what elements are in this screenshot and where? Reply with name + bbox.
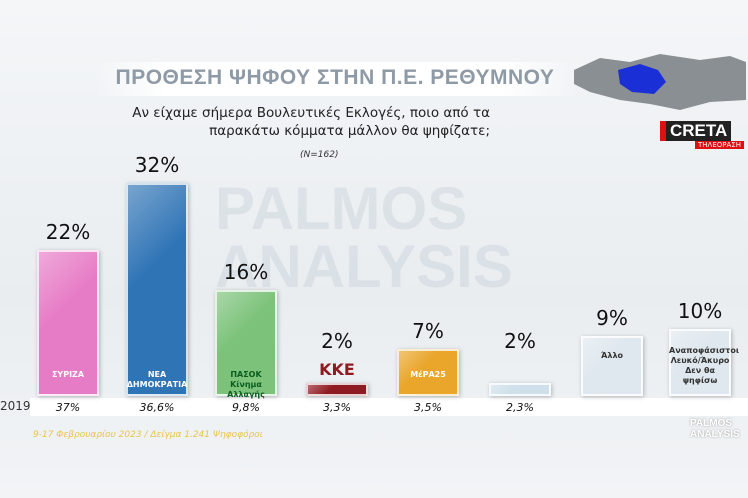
footnote: 9-17 Φεβρουαρίου 2023 / Δείγμα 1.241 Ψηφ… — [33, 430, 263, 440]
previous-value: 3,3% — [323, 401, 351, 414]
bar — [37, 249, 99, 396]
chart-title: ΠΡΟΘΕΣΗ ΨΗΦΟΥ ΣΤΗΝ Π.Ε. ΡΕΘΥΜΝΟΥ — [115, 66, 555, 89]
category-label: ΠΑΣΟΚ Κίνημα Αλλαγής — [227, 370, 265, 399]
channel-logo: CRETA — [660, 121, 732, 141]
bar — [397, 349, 459, 396]
sample-note: (Ν=162) — [300, 150, 339, 160]
value-label: 16% — [223, 259, 269, 284]
map — [574, 54, 746, 110]
bar — [126, 183, 188, 396]
bar — [489, 382, 551, 396]
previous-value: 2,3% — [506, 401, 534, 414]
bar — [669, 329, 731, 396]
bar — [581, 336, 643, 396]
watermark: PALMOS ANALYSIS — [215, 175, 513, 300]
value-label: 7% — [412, 319, 444, 344]
previous-year: 2019 — [0, 399, 31, 413]
previous-value: 9,8% — [232, 401, 260, 414]
subtitle: Αν είχαμε σήμερα Βουλευτικές Εκλογές, πο… — [132, 105, 490, 139]
category-label: ΚΚΕ — [319, 359, 355, 379]
category-label: ΝΕΑ ΔΗΜΟΚΡΑΤΙΑ — [126, 370, 188, 389]
category-label: Αναποφάσιστοι Λευκό/Άκυρο Δεν θα ψηφίσω — [669, 346, 740, 386]
category-label: ΣΥΡΙΖΑ — [51, 370, 85, 379]
previous-value: 37% — [55, 401, 81, 414]
value-label: 10% — [677, 299, 723, 324]
value-label: 2% — [504, 328, 536, 353]
previous-value: 36,6% — [139, 401, 175, 414]
title-band — [95, 62, 575, 96]
value-label: 2% — [321, 328, 353, 353]
category-label: Άλλο — [601, 351, 623, 361]
brand: PALMOS ANALYSIS — [690, 418, 740, 440]
previous-value: 3,5% — [414, 401, 442, 414]
value-label: 32% — [134, 153, 180, 177]
category-label: ΜέΡΑ25 — [410, 370, 446, 379]
previous-row — [30, 398, 748, 416]
value-label: 9% — [596, 306, 628, 331]
bar — [215, 289, 277, 396]
channel-sub: ΤΗΛΕΟΡΑΣΗ — [695, 141, 744, 149]
bar — [306, 382, 368, 396]
value-label: 22% — [45, 219, 91, 244]
